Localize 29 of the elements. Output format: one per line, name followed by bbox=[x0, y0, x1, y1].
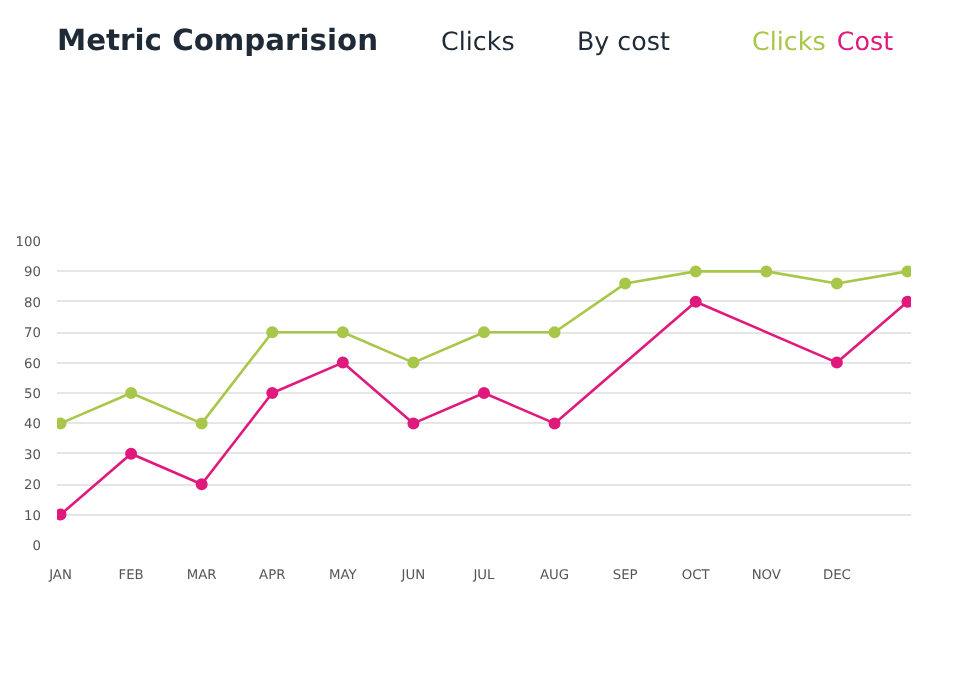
text: Clicks bbox=[752, 26, 826, 56]
point bbox=[830, 277, 843, 290]
point bbox=[266, 326, 279, 339]
chart-title: Metric Comparision bbox=[57, 24, 379, 58]
point bbox=[689, 295, 702, 308]
point bbox=[478, 387, 490, 399]
point bbox=[407, 417, 420, 430]
point bbox=[125, 387, 138, 399]
point bbox=[901, 265, 911, 278]
text: Cost bbox=[836, 26, 894, 56]
point bbox=[407, 356, 420, 369]
point bbox=[901, 295, 911, 308]
point bbox=[478, 326, 490, 339]
text: Clicks bbox=[441, 26, 515, 56]
point bbox=[548, 417, 561, 430]
text: By cost bbox=[576, 26, 670, 56]
point bbox=[619, 277, 632, 290]
point bbox=[57, 508, 67, 521]
point bbox=[195, 417, 208, 430]
point bbox=[336, 326, 349, 339]
point bbox=[548, 326, 561, 339]
point bbox=[336, 356, 349, 369]
point bbox=[266, 387, 279, 399]
point bbox=[689, 265, 702, 278]
point bbox=[830, 356, 843, 369]
point bbox=[195, 478, 208, 491]
point bbox=[57, 417, 67, 430]
point bbox=[125, 447, 138, 460]
point bbox=[760, 265, 773, 278]
